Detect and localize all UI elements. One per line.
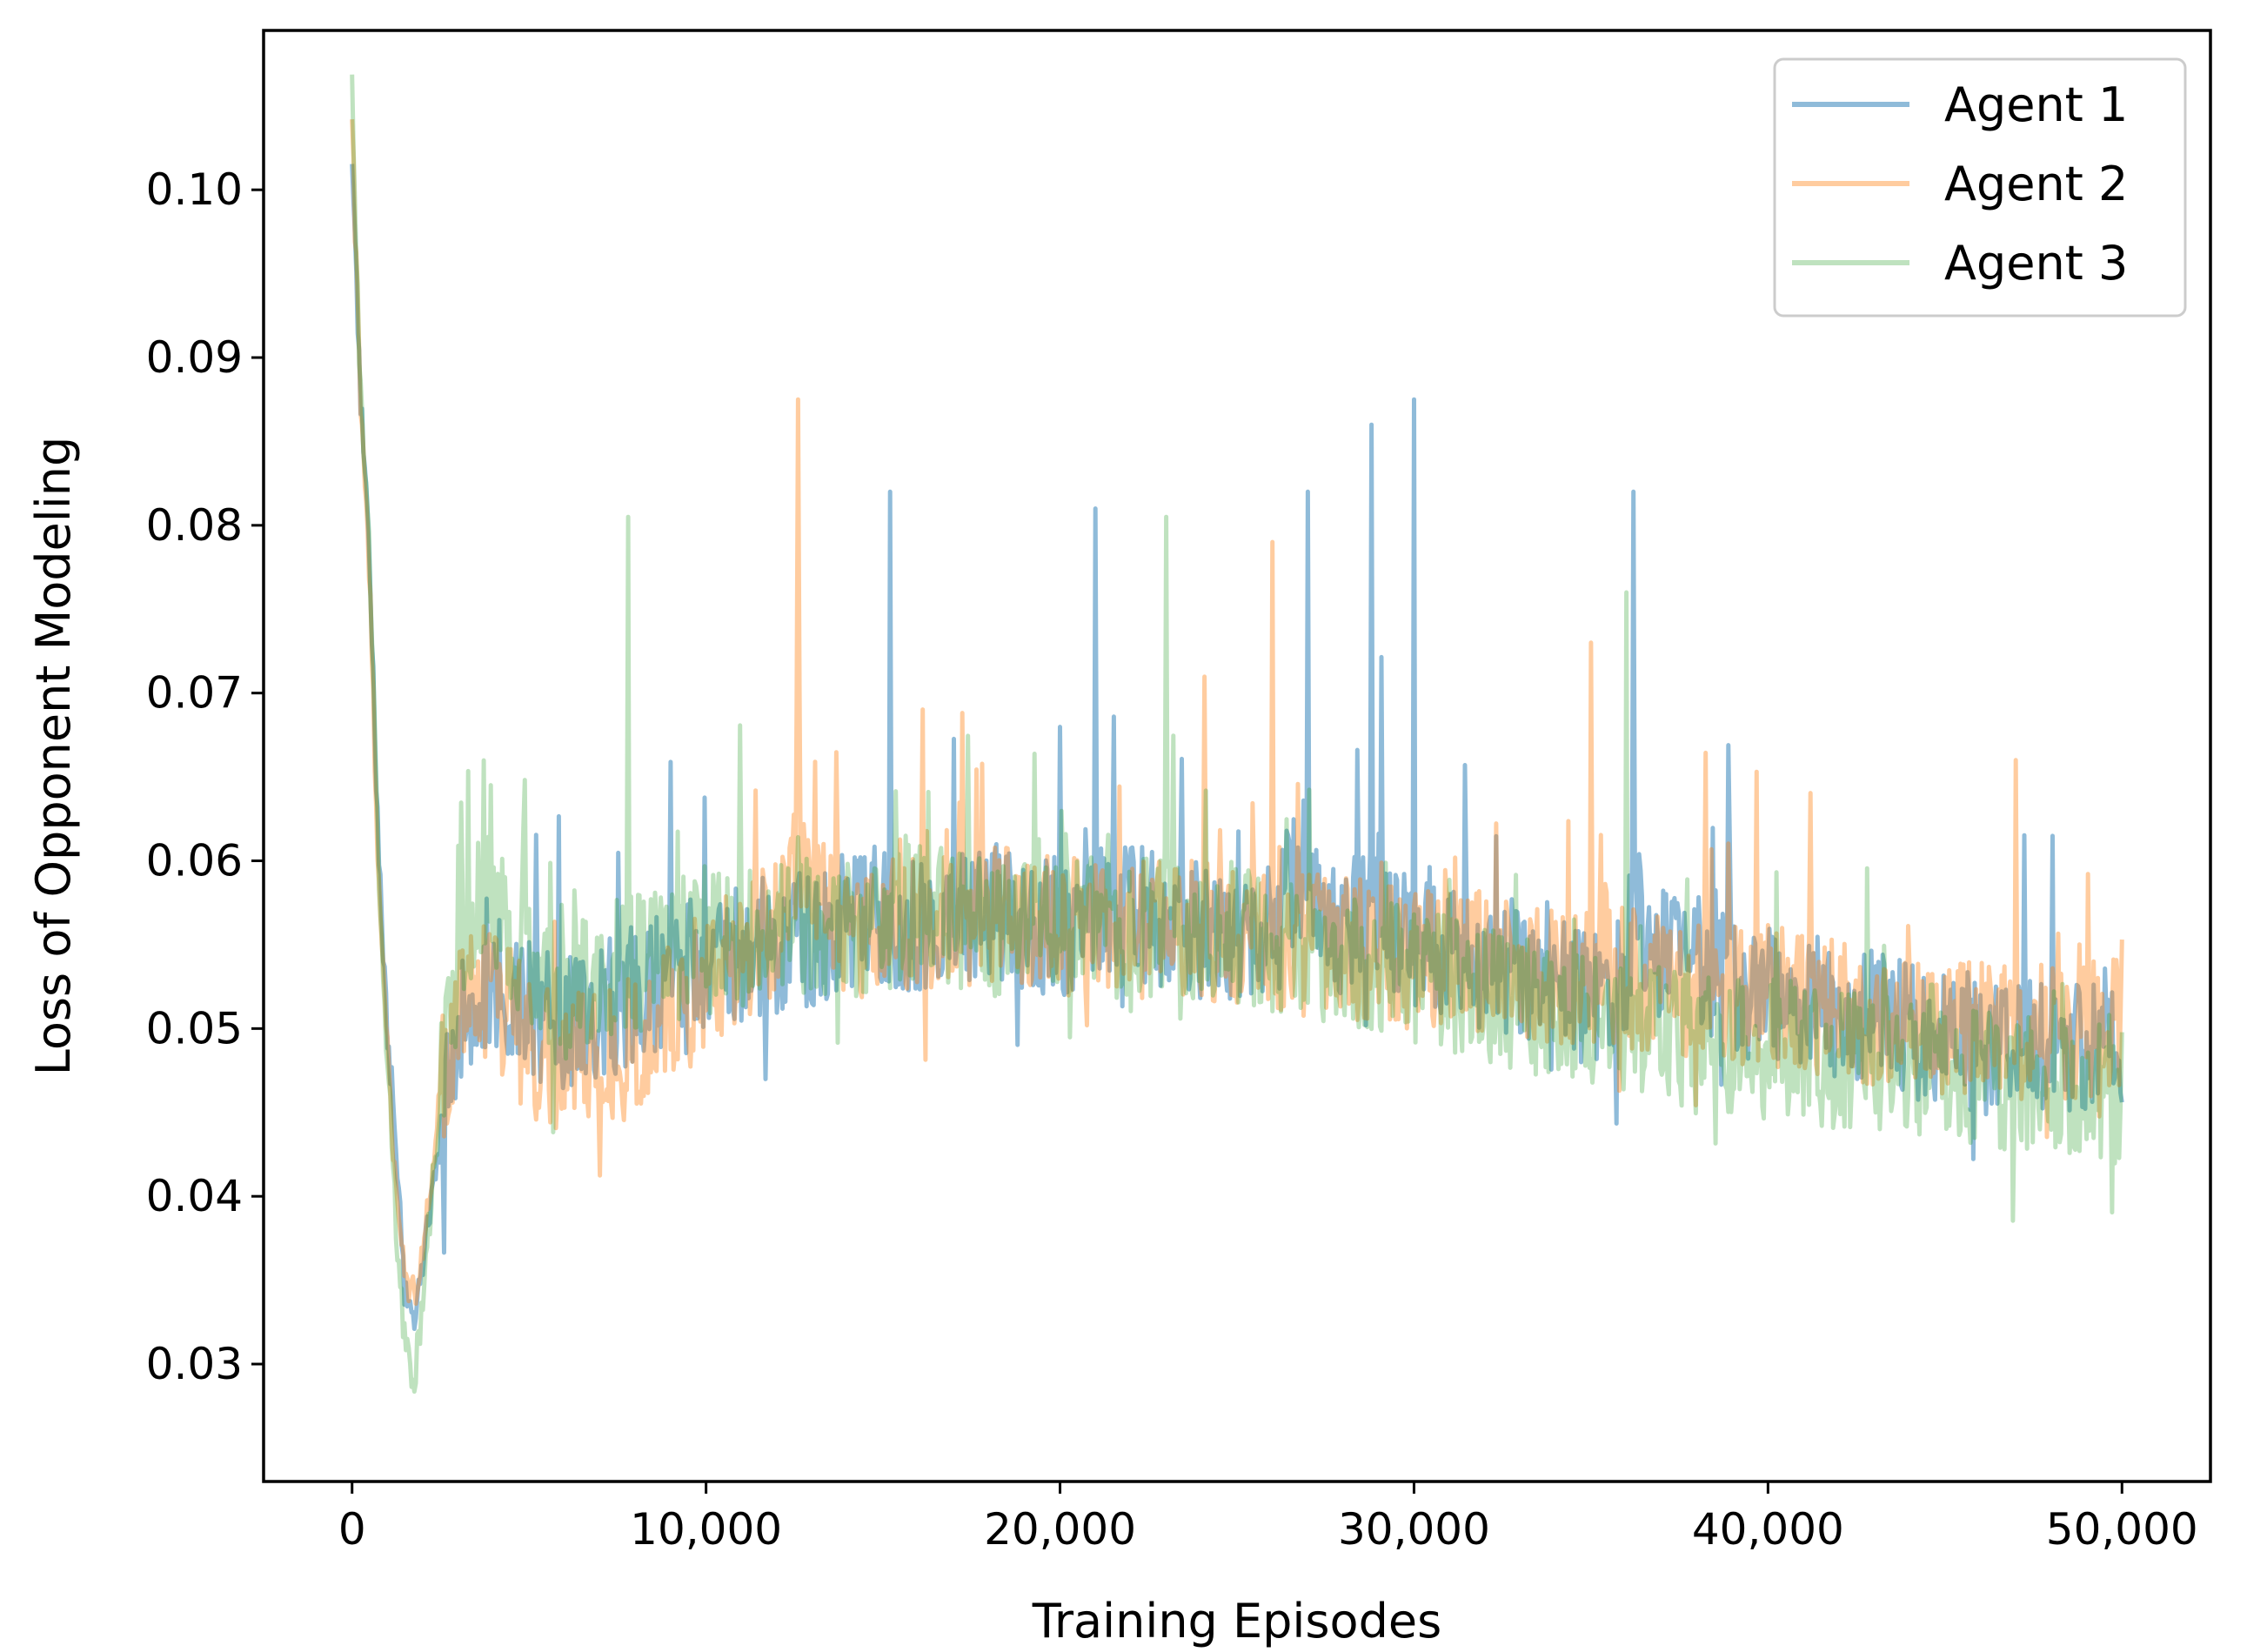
y-tick-label: 0.08 [146,500,243,551]
legend: Agent 1 Agent 2 Agent 3 [1773,57,2187,318]
y-axis: 0.03 0.04 0.05 0.06 0.07 0.08 0.09 0.10 [146,164,264,1389]
x-axis-label: Training Episodes [1032,1594,1441,1649]
series-line-agent-3 [350,74,2124,1395]
x-tick-label: 30,000 [1338,1504,1490,1555]
x-tick-label: 40,000 [1692,1504,1844,1555]
legend-label-agent-1: Agent 1 [1944,77,2128,132]
y-axis-label: Loss of Opponent Modeling [26,437,81,1076]
plot-frame [262,29,2212,1483]
legend-label-agent-2: Agent 2 [1944,157,2128,211]
y-tick-label: 0.03 [146,1339,243,1389]
series-line-agent-2 [350,119,2124,1307]
x-tick-label: 10,000 [630,1504,782,1555]
legend-label-agent-3: Agent 3 [1944,236,2128,291]
y-tick-label: 0.05 [146,1003,243,1053]
x-tick-label: 50,000 [2046,1504,2198,1555]
y-tick-label: 0.10 [146,164,243,215]
y-tick-label: 0.06 [146,836,243,886]
y-tick-label: 0.09 [146,332,243,383]
x-tick-label: 20,000 [984,1504,1136,1555]
series-line-agent-1 [350,164,2124,1331]
legend-box [1773,57,2187,318]
y-tick-label: 0.07 [146,668,243,719]
y-tick-label: 0.04 [146,1171,243,1221]
x-tick-label: 0 [338,1504,366,1555]
series-layer [350,74,2124,1395]
x-axis: 0 10,000 20,000 30,000 40,000 50,000 [338,1481,2198,1555]
